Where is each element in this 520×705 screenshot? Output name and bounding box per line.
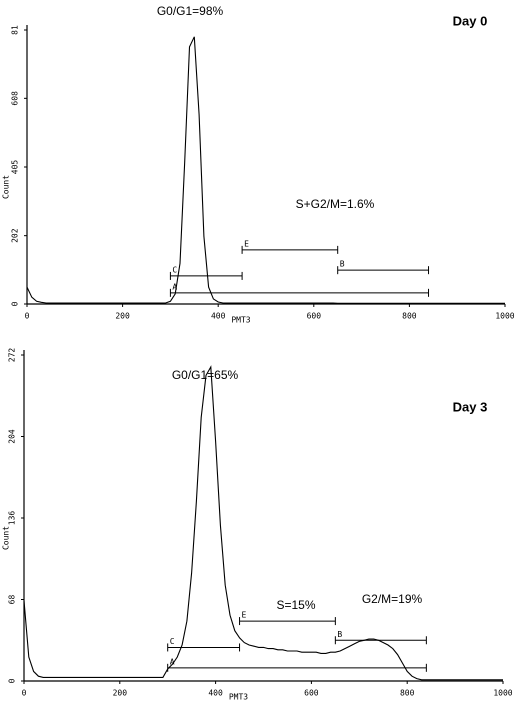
x-tick-label: 200 (113, 689, 128, 698)
annotation: S+G2/M=1.6% (296, 197, 375, 211)
y-tick-label: 0 (11, 301, 20, 306)
gate-label: B (340, 260, 345, 269)
y-tick-label: 0 (8, 678, 17, 683)
gate-label: A (172, 282, 177, 291)
y-tick-label: 202 (11, 228, 20, 243)
histogram-line (23, 365, 503, 681)
annotation: G2/M=19% (362, 592, 423, 606)
x-tick-label: 0 (22, 689, 27, 698)
x-tick-label: 400 (211, 312, 226, 321)
y-axis-label: Count (2, 526, 11, 550)
gate-label: C (170, 637, 175, 646)
gate-label: E (242, 611, 247, 620)
annotation: Day 0 (453, 13, 488, 28)
gate-label: E (244, 239, 249, 248)
y-tick-label: 136 (8, 511, 17, 526)
y-tick-label: 608 (11, 91, 20, 106)
x-tick-label: 0 (25, 312, 30, 321)
x-tick-label: 200 (115, 312, 130, 321)
y-tick-label: 81 (11, 25, 20, 35)
gate-label: C (172, 265, 177, 274)
x-tick-label: 1000 (495, 312, 514, 321)
annotation: G0/G1=65% (172, 368, 239, 382)
y-tick-label: 272 (8, 348, 17, 363)
annotation: S=15% (276, 598, 315, 612)
y-tick-label: 405 (11, 160, 20, 175)
x-tick-label: 600 (304, 689, 319, 698)
histogram-line (26, 36, 505, 304)
annotation: G0/G1=98% (157, 4, 224, 18)
annotation: Day 3 (453, 399, 488, 414)
y-axis-label: Count (2, 175, 11, 199)
x-tick-label: 1000 (493, 689, 512, 698)
x-axis-label: PMT3 (229, 693, 248, 702)
y-tick-label: 204 (8, 429, 17, 444)
y-tick-label: 68 (8, 595, 17, 605)
gate-label: A (170, 657, 175, 666)
x-tick-label: 800 (402, 312, 417, 321)
gate-label: B (337, 630, 342, 639)
x-tick-label: 800 (400, 689, 415, 698)
x-axis-label: PMT3 (231, 316, 250, 325)
x-tick-label: 600 (307, 312, 322, 321)
x-tick-label: 400 (208, 689, 223, 698)
